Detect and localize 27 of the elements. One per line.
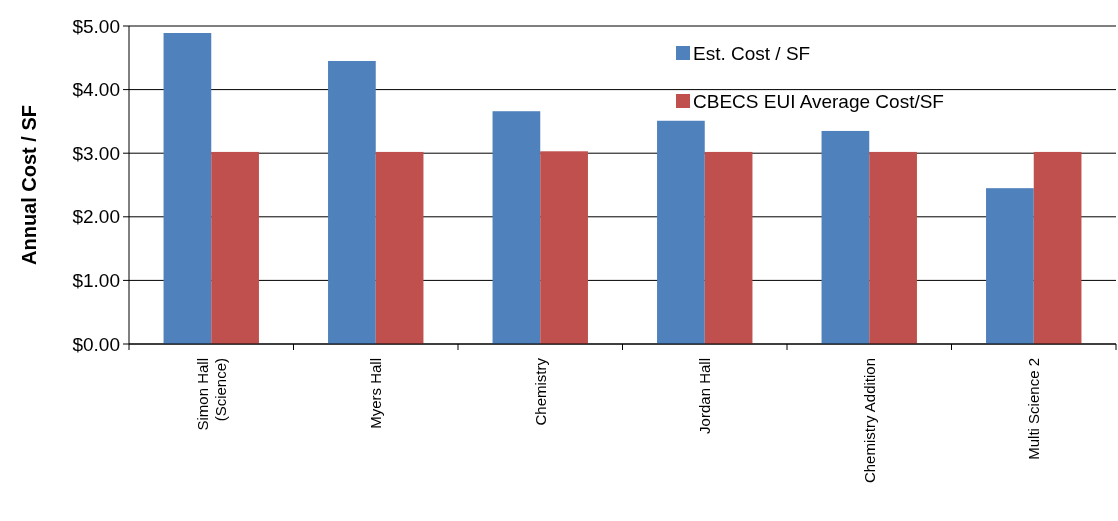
bar bbox=[492, 111, 541, 344]
x-tick-label: Chemistry Addition bbox=[860, 358, 878, 484]
x-tick-label: Jordan Hall bbox=[696, 358, 713, 434]
legend-label: CBECS EUI Average Cost/SF bbox=[693, 90, 944, 112]
x-tick-label: Chemistry bbox=[531, 357, 549, 426]
bar bbox=[375, 151, 424, 344]
bar bbox=[869, 151, 917, 344]
y-tick-label: $4.00 bbox=[72, 79, 120, 101]
x-tick-label: Simon Hall (Science) bbox=[193, 358, 229, 431]
bar bbox=[704, 151, 753, 344]
bar bbox=[821, 130, 870, 344]
bar bbox=[163, 33, 212, 344]
y-tick-label: $1.00 bbox=[72, 270, 120, 292]
y-tick-label: $2.00 bbox=[72, 206, 120, 228]
bar bbox=[211, 151, 259, 344]
bar bbox=[540, 151, 588, 344]
bar bbox=[328, 60, 376, 344]
y-tick-label: $5.00 bbox=[72, 15, 120, 37]
x-tick-label: Myers Hall bbox=[367, 358, 384, 429]
legend-label: Est. Cost / SF bbox=[693, 42, 811, 64]
y-axis-title: Annual Cost / SF bbox=[18, 105, 40, 265]
y-tick-label: $0.00 bbox=[72, 333, 120, 355]
bar bbox=[657, 120, 705, 344]
bar bbox=[986, 188, 1034, 344]
x-tick-label: Multi Science 2 bbox=[1025, 358, 1042, 460]
y-tick-label: $3.00 bbox=[72, 142, 120, 164]
bar bbox=[1033, 151, 1082, 344]
